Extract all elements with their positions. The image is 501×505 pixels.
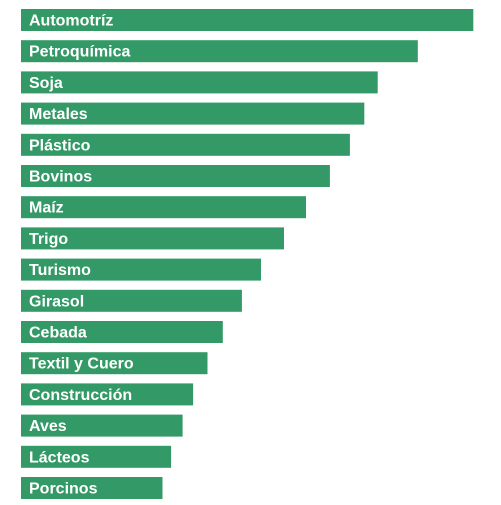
bar-label-4: Plástico: [29, 137, 91, 154]
bar-label-13: Aves: [29, 418, 67, 435]
bar-label-11: Textil y Cuero: [29, 356, 134, 373]
bar-label-6: Maíz: [29, 200, 64, 217]
bar-14: [21, 445, 172, 468]
bar-6: [21, 196, 306, 219]
bar-5: [21, 165, 330, 187]
labels-group: Automotríz Petroquímica Soja Metales Plástic…: [29, 13, 134, 498]
bar-label-9: Girasol: [29, 293, 84, 310]
bar-label-0: Automotríz: [29, 13, 113, 30]
bar-9: [21, 289, 242, 312]
bar-15: [21, 477, 163, 499]
bar-label-10: Cebada: [29, 325, 87, 342]
bar-label-2: Soja: [29, 75, 63, 92]
bar-11: [21, 352, 208, 375]
bar-2: [21, 71, 378, 94]
bar-1: [21, 40, 418, 63]
bar-label-5: Bovinos: [29, 169, 92, 186]
bar-label-8: Turismo: [29, 262, 91, 279]
bar-label-15: Porcinos: [29, 481, 98, 498]
bar-10: [21, 321, 223, 343]
bar-12: [21, 383, 194, 406]
bar-label-3: Metales: [29, 106, 88, 123]
bar-7: [21, 227, 284, 250]
bar-label-14: Lácteos: [29, 449, 90, 466]
bar-label-1: Petroquímica: [29, 44, 130, 61]
bar-0: [21, 9, 474, 31]
bar-label-12: Construcción: [29, 387, 132, 404]
bars-group: [21, 9, 474, 499]
bar-3: [21, 102, 365, 125]
bar-label-7: Trigo: [29, 231, 68, 248]
bar-13: [21, 414, 183, 437]
bar-4: [21, 133, 350, 156]
bar-8: [21, 258, 261, 281]
